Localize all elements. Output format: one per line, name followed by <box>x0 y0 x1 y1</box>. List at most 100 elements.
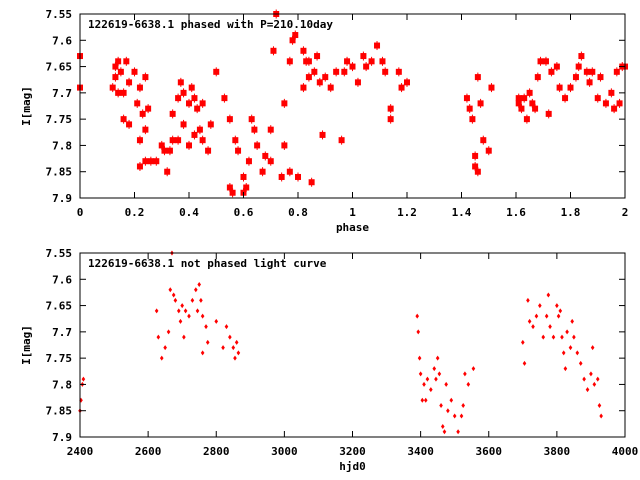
data-point <box>191 131 198 138</box>
x-tick-label: 3000 <box>271 445 298 458</box>
data-point <box>474 168 481 175</box>
data-point <box>163 345 167 351</box>
data-point <box>613 68 620 75</box>
data-point <box>178 318 183 324</box>
data-point <box>338 137 345 144</box>
y-tick-label: 7.75 <box>46 352 73 365</box>
data-point <box>180 303 184 309</box>
data-point <box>404 79 410 86</box>
data-point <box>575 63 582 70</box>
data-point <box>136 163 143 170</box>
x-tick-label: 1.4 <box>452 206 472 219</box>
data-point <box>319 131 326 138</box>
data-point <box>281 100 288 107</box>
y-tick-label: 7.7 <box>52 87 72 100</box>
data-point <box>245 158 252 165</box>
data-point <box>240 173 247 180</box>
x-tick-label: 0.6 <box>234 206 254 219</box>
data-point <box>183 308 188 314</box>
data-point <box>188 84 195 91</box>
data-point <box>553 63 560 70</box>
data-point <box>556 84 563 91</box>
data-point <box>589 68 596 75</box>
data-point <box>314 53 321 60</box>
data-point <box>382 68 389 75</box>
data-point <box>586 79 593 86</box>
data-point <box>251 126 258 133</box>
data-point <box>205 339 210 345</box>
data-point <box>485 147 492 154</box>
data-point <box>602 100 609 107</box>
data-point <box>527 318 532 324</box>
data-point <box>548 324 552 330</box>
data-point <box>173 297 178 303</box>
data-point <box>565 329 569 335</box>
data-point <box>560 334 564 340</box>
data-point <box>583 68 590 75</box>
data-point <box>466 381 471 387</box>
data-point <box>109 84 116 91</box>
data-point <box>531 324 535 330</box>
data-point <box>515 100 522 107</box>
x-tick-label: 1.2 <box>397 206 417 219</box>
y-tick-label: 7.75 <box>46 113 73 126</box>
data-point <box>180 121 187 128</box>
data-point <box>529 100 536 107</box>
y-tick-label: 7.9 <box>52 192 72 205</box>
data-point <box>471 366 476 372</box>
data-point <box>567 84 574 91</box>
data-point <box>363 63 370 70</box>
chart-title: 122619-6638.1 not phased light curve <box>88 257 327 270</box>
data-point <box>281 142 288 149</box>
data-point <box>233 355 237 361</box>
data-point <box>175 95 182 102</box>
data-point <box>286 168 293 175</box>
data-point <box>558 308 563 314</box>
data-point <box>616 100 623 107</box>
data-point <box>186 100 192 107</box>
data-point <box>158 142 165 149</box>
data-point <box>205 147 212 154</box>
data-point <box>229 189 236 196</box>
data-point <box>544 313 549 319</box>
data-point <box>168 287 173 293</box>
y-tick-label: 7.55 <box>46 247 73 260</box>
data-point <box>115 58 122 65</box>
data-point <box>176 308 181 314</box>
data-point <box>594 95 601 102</box>
data-point <box>197 282 202 288</box>
data-point <box>289 37 296 44</box>
data-point <box>597 402 602 408</box>
x-tick-label: 1 <box>349 206 356 219</box>
data-point <box>368 58 375 65</box>
data-point <box>221 95 228 102</box>
data-point <box>200 350 205 356</box>
data-point <box>518 105 525 112</box>
x-tick-label: 3800 <box>544 445 571 458</box>
data-point <box>120 89 127 96</box>
data-point <box>214 318 219 324</box>
x-axis-label: hjd0 <box>339 460 366 473</box>
data-point <box>477 100 484 107</box>
data-point <box>538 303 542 309</box>
data-point <box>341 68 348 75</box>
data-point <box>532 105 539 112</box>
y-tick-label: 7.9 <box>52 431 72 444</box>
data-point <box>159 355 164 361</box>
data-point <box>474 74 481 81</box>
plot-frame <box>79 252 626 438</box>
data-point <box>551 334 556 340</box>
data-point <box>142 126 149 133</box>
x-tick-label: 0.4 <box>179 206 199 219</box>
data-point <box>308 179 315 186</box>
data-point <box>395 68 402 75</box>
data-point <box>191 95 198 102</box>
plot-frame <box>79 13 626 199</box>
data-point <box>461 402 466 408</box>
data-point <box>555 303 559 309</box>
y-tick-label: 7.8 <box>52 378 72 391</box>
data-point <box>344 58 351 65</box>
data-point <box>582 376 586 382</box>
data-point <box>311 68 318 75</box>
data-point <box>295 173 301 180</box>
